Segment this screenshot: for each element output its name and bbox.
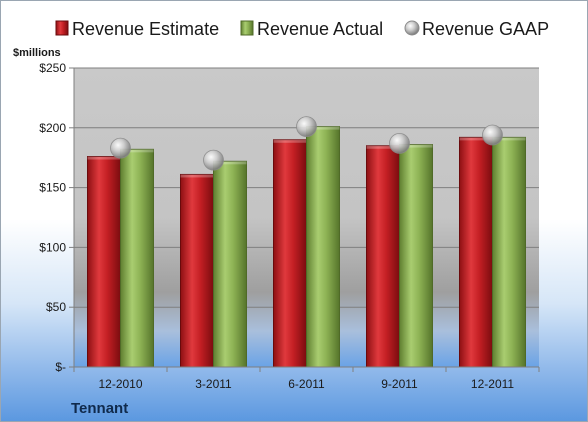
- bar-revenue-actual: [306, 126, 340, 368]
- bar-revenue-actual: [399, 144, 433, 368]
- y-tick-label: $250: [39, 61, 66, 75]
- legend-swatch: [404, 20, 420, 36]
- bar-revenue-estimate: [273, 139, 307, 368]
- bar-cap: [273, 139, 307, 143]
- bar-revenue-actual: [213, 160, 247, 368]
- y-tick-label: $-: [55, 360, 66, 374]
- marker-revenue-gaap: [482, 124, 503, 146]
- bars: [87, 126, 526, 368]
- bar-cap: [366, 145, 400, 149]
- bar-cap: [399, 144, 433, 148]
- bar-cap: [213, 161, 247, 165]
- bar-cap: [459, 137, 493, 141]
- bar-revenue-actual: [492, 136, 526, 368]
- bar-cap: [87, 156, 121, 160]
- x-tick-label: 9-2011: [381, 377, 418, 391]
- x-tick-label: 12-2011: [471, 377, 514, 391]
- marker-revenue-gaap: [203, 149, 224, 171]
- marker-revenue-gaap: [110, 137, 131, 159]
- marker-revenue-gaap: [296, 116, 317, 138]
- axes: $- $50 $100 $150 $200 $250 12-2010 3-2011 6-2011…: [39, 61, 540, 391]
- company-name: Tennant: [71, 400, 128, 417]
- legend-swatch: [55, 20, 69, 36]
- bar-cap: [492, 137, 526, 141]
- bar-revenue-estimate: [180, 173, 214, 368]
- bar-cap: [306, 126, 340, 130]
- y-tick-label: $100: [39, 240, 66, 254]
- legend-entry: Revenue GAAP: [422, 19, 549, 39]
- legend-swatch: [240, 20, 254, 36]
- x-tick-label: 12-2010: [98, 377, 142, 391]
- y-tick-label: $150: [39, 181, 66, 195]
- x-tick-label: 3-2011: [195, 377, 232, 391]
- legend-entry: Revenue Estimate: [72, 19, 219, 39]
- bar-cap: [180, 174, 214, 178]
- x-tick-label: 6-2011: [288, 377, 325, 391]
- bar-revenue-estimate: [459, 136, 493, 368]
- y-tick-label: $50: [46, 300, 66, 314]
- legend-entry: Revenue Actual: [257, 19, 383, 39]
- bar-revenue-estimate: [366, 145, 400, 368]
- bar-revenue-actual: [120, 148, 154, 368]
- bar-cap: [120, 149, 154, 153]
- legend: Revenue Estimate Revenue Actual Revenue GA…: [55, 19, 549, 39]
- marker-revenue-gaap: [389, 132, 410, 154]
- y-tick-label: $200: [39, 121, 66, 135]
- y-unit-label: $millions: [13, 47, 61, 59]
- bar-revenue-estimate: [87, 156, 121, 368]
- gaap-markers: [110, 116, 503, 171]
